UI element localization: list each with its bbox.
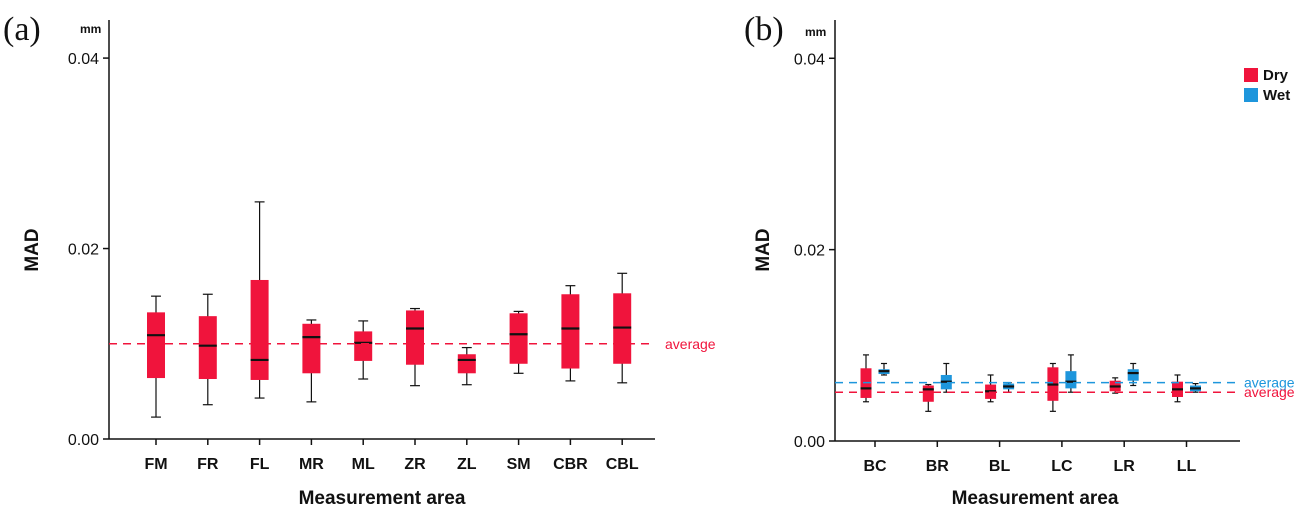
panel-a-y-axis-title: MAD [22,228,43,271]
x-tick-label: SM [507,456,531,473]
average-label: average [1244,375,1295,391]
x-tick-label: LC [1051,458,1073,475]
box [457,354,476,374]
x-tick-label: FL [250,456,270,473]
box [302,323,321,374]
box [354,331,373,361]
legend-swatch [1244,68,1258,82]
x-tick-label: FR [197,456,219,473]
y-tick-label: 0.00 [68,432,99,449]
x-tick-label: ZR [404,456,426,473]
box [198,316,217,380]
x-tick-label: CBR [553,456,588,473]
box [1065,371,1077,389]
box [147,312,165,379]
panel-a-plot: 0.00 0.02 0.04 FM FR FL MR ML ZR ZL SM CBR CBL averag… [68,20,716,473]
panel-a-unit: mm [80,22,101,36]
x-tick-label: BL [989,458,1011,475]
box [561,294,580,369]
box [406,310,424,365]
legend-label: Wet [1263,87,1290,104]
x-tick-label: ZL [457,456,477,473]
y-tick-label: 0.02 [68,242,99,259]
y-tick-label: 0.04 [794,51,825,68]
panel-b-x-axis-title: Measurement area [952,488,1119,509]
box [509,313,528,364]
x-tick-label: ML [352,456,375,473]
box [1127,369,1139,381]
y-tick-label: 0.00 [794,434,825,451]
y-tick-label: 0.02 [794,243,825,260]
legend-label: Dry [1263,67,1289,84]
average-label: average [1244,384,1295,400]
x-tick-label: MR [299,456,324,473]
x-tick-label: BC [863,458,887,475]
x-tick-label: BR [926,458,950,475]
x-tick-label: FM [144,456,167,473]
x-tick-label: LL [1177,458,1197,475]
x-tick-label: CBL [606,456,639,473]
x-tick-label: LR [1114,458,1136,475]
panel-b-y-axis-title: MAD [753,228,774,271]
panel-b-unit: mm [805,25,826,39]
panel-a-x-axis-title: Measurement area [299,488,466,509]
panel-b-label: (b) [744,11,784,48]
legend-swatch [1244,88,1258,102]
panel-a-label: (a) [3,11,41,48]
box [250,279,269,380]
y-tick-label: 0.04 [68,51,99,68]
box [922,385,934,402]
average-label: average [665,336,716,352]
